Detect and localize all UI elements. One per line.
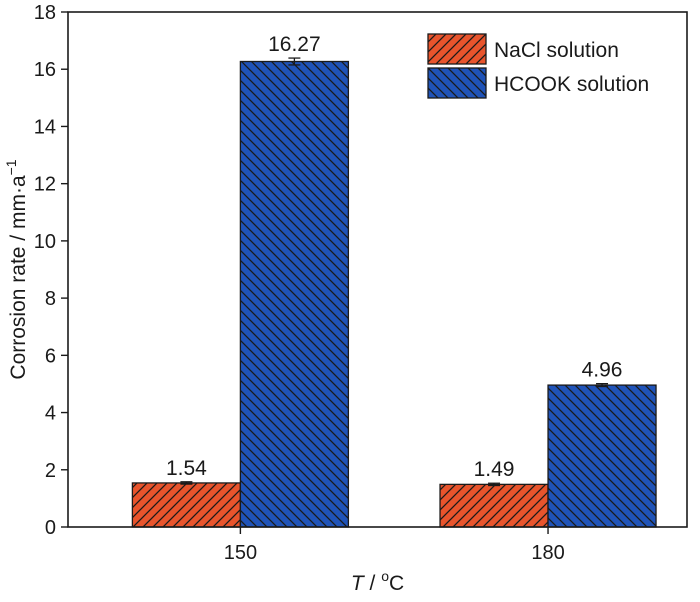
y-tick-label: 10 (34, 231, 56, 253)
data-label: 1.49 (474, 458, 515, 481)
legend-label: HCOOK solution (494, 73, 649, 96)
y-axis-title: Corrosion rate / mm·a−1 (3, 159, 30, 379)
legend-swatch (427, 67, 487, 99)
bar (439, 483, 549, 528)
bar (547, 384, 657, 528)
plot-frame (67, 11, 688, 528)
y-tick-label: 8 (45, 288, 56, 310)
y-tick-label: 12 (34, 174, 56, 196)
legend-label: NaCl solution (494, 39, 619, 62)
legend-swatch (427, 33, 487, 65)
data-label: 4.96 (582, 359, 623, 382)
bar (239, 60, 350, 528)
x-axis-title: T / oC (351, 568, 404, 595)
y-tick-label: 4 (45, 403, 56, 425)
y-tick-label: 14 (34, 116, 56, 138)
x-tick-label: 150 (224, 542, 257, 564)
y-tick-label: 18 (34, 2, 56, 24)
bar (131, 482, 242, 528)
x-tick-label: 180 (531, 542, 564, 564)
y-tick-label: 0 (45, 517, 56, 539)
data-label: 1.54 (166, 457, 207, 480)
y-tick-label: 16 (34, 59, 56, 81)
y-tick-label: 2 (45, 460, 56, 482)
y-tick-label: 6 (45, 345, 56, 367)
data-label: 16.27 (268, 33, 321, 56)
